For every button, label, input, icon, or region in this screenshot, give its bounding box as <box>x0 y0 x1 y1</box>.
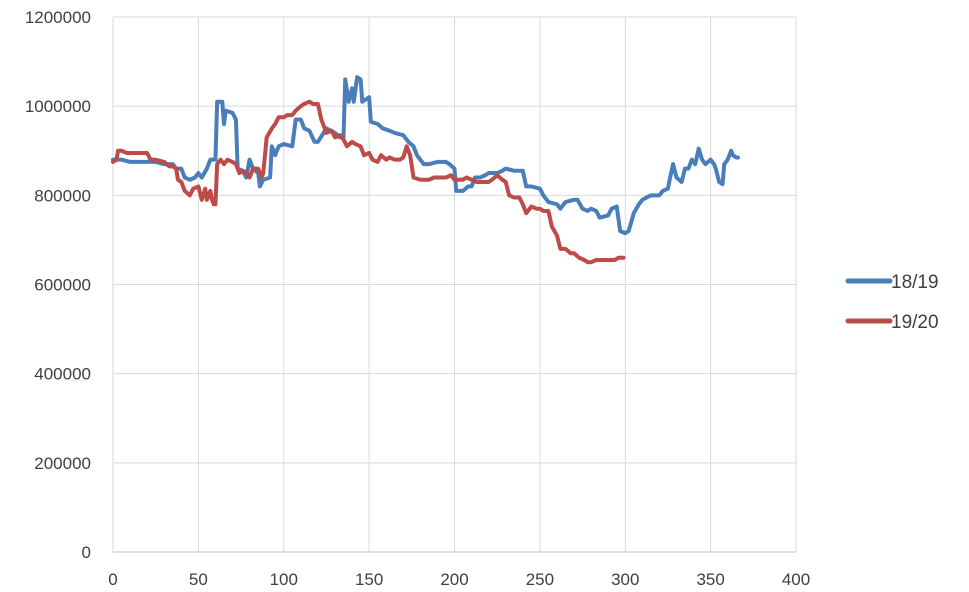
x-tick-label: 400 <box>782 570 810 589</box>
y-tick-label: 1200000 <box>25 8 91 27</box>
x-tick-label: 150 <box>355 570 383 589</box>
legend: 18/19 19/20 <box>845 272 939 333</box>
x-tick-label: 50 <box>189 570 208 589</box>
x-tick-label: 100 <box>270 570 298 589</box>
axes <box>112 17 796 553</box>
x-tick-label: 0 <box>108 570 117 589</box>
gridlines <box>113 16 797 552</box>
x-tick-label: 250 <box>526 570 554 589</box>
y-tick-label: 400000 <box>34 365 91 384</box>
y-tick-label: 0 <box>82 543 91 562</box>
legend-label: 18/19 <box>891 272 939 293</box>
tick-labels: 0 200000 400000 600000 800000 1000000 1200000 0… <box>25 8 810 589</box>
y-tick-label: 200000 <box>34 454 91 473</box>
x-tick-label: 300 <box>611 570 639 589</box>
series-lines <box>111 75 740 265</box>
y-tick-label: 600000 <box>34 276 91 295</box>
x-tick-label: 350 <box>696 570 724 589</box>
legend-label: 19/20 <box>891 312 939 333</box>
x-tick-label: 200 <box>440 570 468 589</box>
series-line-18-19 <box>111 75 740 236</box>
y-tick-label: 800000 <box>34 186 91 205</box>
series-line-19-20 <box>111 99 626 265</box>
y-tick-label: 1000000 <box>25 97 91 116</box>
